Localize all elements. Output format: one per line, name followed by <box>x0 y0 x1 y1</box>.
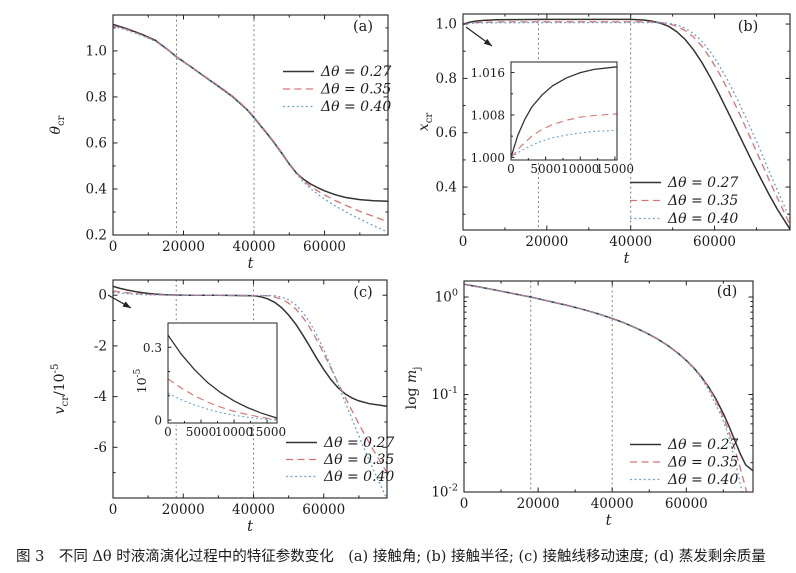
svg-text:40000: 40000 <box>233 239 276 255</box>
svg-text:-6: -6 <box>94 440 107 456</box>
panel-c: 0 20000 40000 60000 0 -2 -4 -6 vcr/10-5 t (c) 0 5000… <box>50 279 394 535</box>
svg-text:0.3: 0.3 <box>143 341 162 355</box>
svg-text:0: 0 <box>460 496 469 512</box>
svg-text:-2: -2 <box>94 338 107 354</box>
svg-text:Δθ = 0.35: Δθ = 0.35 <box>667 455 738 471</box>
svg-text:20000: 20000 <box>517 496 560 512</box>
svg-text:40000: 40000 <box>609 234 652 250</box>
svg-text:Δθ = 0.35: Δθ = 0.35 <box>323 452 394 468</box>
svg-text:0.2: 0.2 <box>86 228 107 244</box>
svg-text:0: 0 <box>164 425 172 439</box>
svg-text:(a): (a) <box>353 19 373 35</box>
svg-text:20000: 20000 <box>162 239 205 255</box>
svg-text:0: 0 <box>109 239 118 255</box>
plots-canvas: 0 20000 40000 60000 0.2 0.4 0.6 0.8 1.0 θcr t (a) Δθ… <box>48 13 791 535</box>
svg-text:Δθ = 0.40: Δθ = 0.40 <box>667 472 738 488</box>
svg-text:60000: 60000 <box>302 502 345 518</box>
svg-text:Δθ = 0.40: Δθ = 0.40 <box>320 99 391 115</box>
legend-b: Δθ = 0.27 Δθ = 0.35 Δθ = 0.40 <box>630 175 738 227</box>
svg-text:0: 0 <box>507 162 515 176</box>
svg-text:1.0: 1.0 <box>86 43 107 59</box>
svg-text:0.4: 0.4 <box>436 180 457 196</box>
svg-text:10000: 10000 <box>561 162 599 176</box>
svg-text:0.6: 0.6 <box>86 135 107 151</box>
svg-text:10000: 10000 <box>215 425 253 439</box>
svg-text:60000: 60000 <box>303 239 346 255</box>
panel-d: 0 20000 40000 60000 100 10-1 10-2 log mj t (d) Δθ … <box>404 280 754 529</box>
svg-text:10-2: 10-2 <box>431 483 458 501</box>
svg-text:1.0: 1.0 <box>436 17 457 33</box>
svg-text:log mj: log mj <box>404 367 423 410</box>
svg-text:Δθ = 0.35: Δθ = 0.35 <box>667 193 738 209</box>
svg-text:t: t <box>247 519 253 535</box>
figure-caption: 图 3 不同 Δθ 时液滴演化过程中的特征参数变化 (a) 接触角; (b) 接… <box>16 549 766 565</box>
svg-text:1.008: 1.008 <box>471 108 505 122</box>
svg-text:15000: 15000 <box>596 162 634 176</box>
svg-text:xcr: xcr <box>416 113 435 132</box>
svg-text:0.8: 0.8 <box>436 71 457 87</box>
svg-text:vcr/10-5: vcr/10-5 <box>50 364 71 415</box>
svg-text:θcr: θcr <box>48 115 67 134</box>
svg-text:(b): (b) <box>738 19 759 35</box>
panel-a: 0 20000 40000 60000 0.2 0.4 0.6 0.8 1.0 θcr t (a) Δθ… <box>48 14 391 272</box>
svg-text:(d): (d) <box>717 284 738 300</box>
svg-text:-4: -4 <box>94 389 107 405</box>
svg-text:0: 0 <box>154 414 162 428</box>
svg-text:t: t <box>624 251 630 267</box>
svg-text:5000: 5000 <box>530 162 561 176</box>
svg-text:0.6: 0.6 <box>436 125 457 141</box>
svg-text:Δθ = 0.40: Δθ = 0.40 <box>667 211 738 227</box>
svg-text:100: 100 <box>435 288 458 306</box>
svg-text:15000: 15000 <box>248 425 286 439</box>
svg-text:20000: 20000 <box>525 234 568 250</box>
svg-text:0.8: 0.8 <box>86 89 107 105</box>
svg-text:20000: 20000 <box>162 502 205 518</box>
svg-text:Δθ = 0.27: Δθ = 0.27 <box>323 435 394 451</box>
svg-text:60000: 60000 <box>693 234 736 250</box>
svg-text:Δθ = 0.27: Δθ = 0.27 <box>667 175 738 191</box>
svg-text:1.000: 1.000 <box>471 151 505 165</box>
svg-text:t: t <box>248 256 254 272</box>
svg-text:10-5: 10-5 <box>133 368 149 393</box>
panel-b: 0 20000 40000 60000 0.4 0.6 0.8 1.0 xcr t (b) 0 5000… <box>416 13 791 267</box>
svg-text:Δθ = 0.27: Δθ = 0.27 <box>320 64 391 80</box>
svg-text:5000: 5000 <box>186 425 217 439</box>
svg-text:40000: 40000 <box>232 502 275 518</box>
svg-text:10-1: 10-1 <box>431 385 458 403</box>
svg-text:0: 0 <box>98 288 107 304</box>
svg-text:1.016: 1.016 <box>471 66 505 80</box>
svg-text:Δθ = 0.35: Δθ = 0.35 <box>320 82 391 98</box>
svg-text:0: 0 <box>459 234 468 250</box>
svg-text:Δθ = 0.40: Δθ = 0.40 <box>323 469 394 485</box>
svg-text:t: t <box>606 513 612 529</box>
svg-text:(c): (c) <box>353 285 372 301</box>
svg-text:40000: 40000 <box>591 496 634 512</box>
svg-text:0: 0 <box>109 502 118 518</box>
svg-text:Δθ = 0.27: Δθ = 0.27 <box>667 437 738 453</box>
svg-text:60000: 60000 <box>665 496 708 512</box>
svg-text:0.4: 0.4 <box>86 181 107 197</box>
